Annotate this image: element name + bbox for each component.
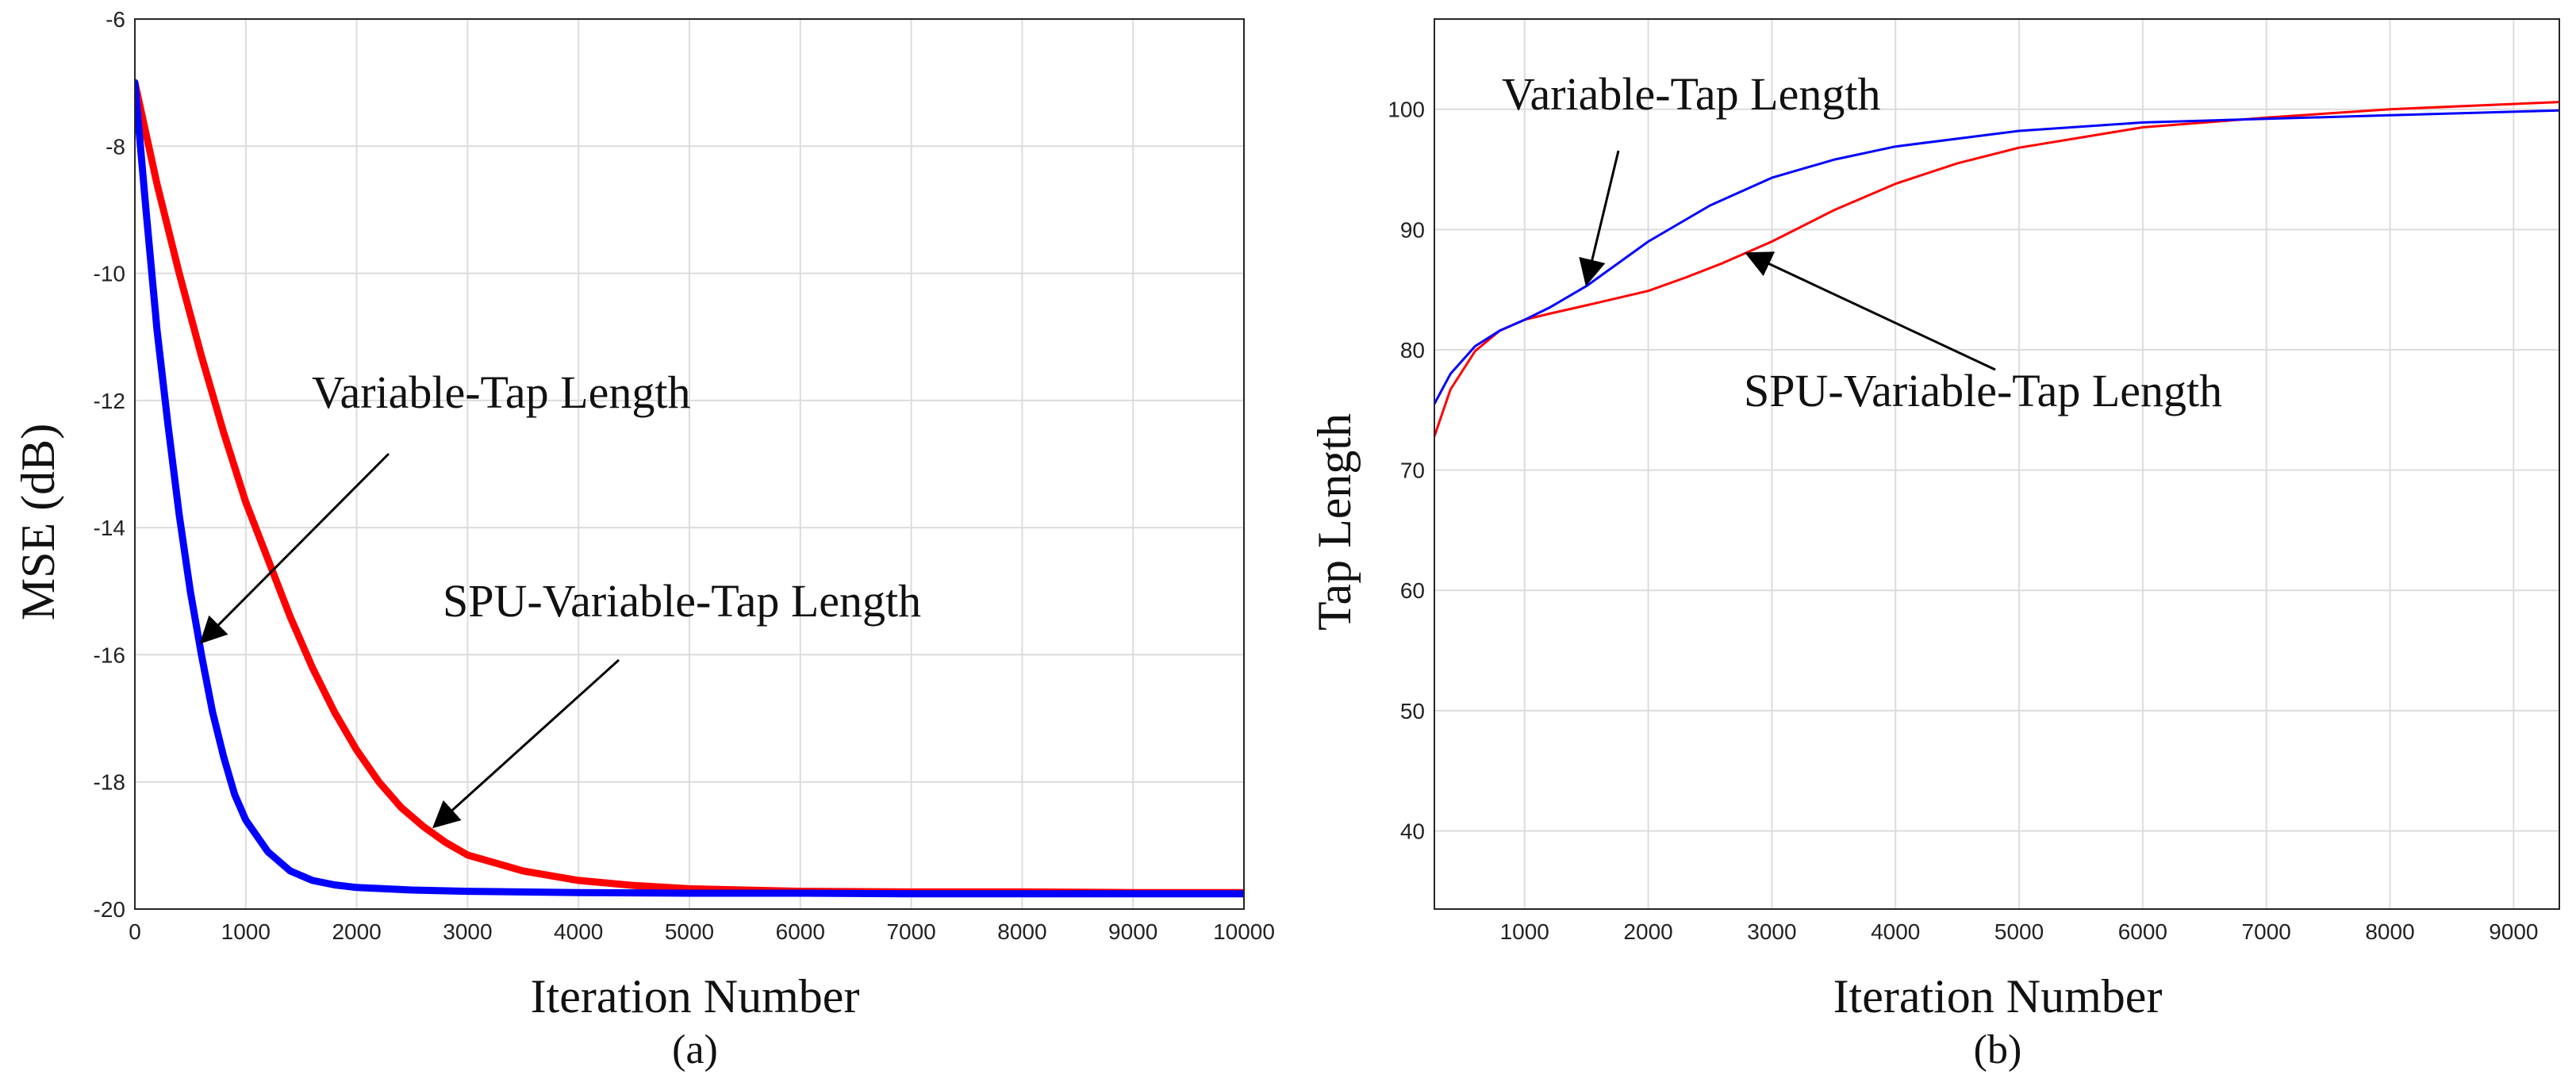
y-tick-label: 100 (1388, 98, 1425, 122)
plot-frame-b (1434, 18, 2560, 910)
y-tick-label: -20 (94, 897, 125, 922)
y-tick-label: 50 (1400, 699, 1425, 723)
x-tick-label: 6000 (2118, 919, 2167, 944)
y-tick-label: -14 (94, 516, 125, 540)
x-tick-label: 9000 (2489, 919, 2538, 944)
x-tick-label: 5000 (665, 919, 714, 944)
y-tick-label: -18 (94, 770, 125, 795)
panel-label-b: (b) (1974, 1027, 2022, 1072)
tick-labels-b: 1000 2000 3000 4000 5000 6000 7000 8000 9000 40 50… (1388, 98, 2538, 944)
annotation-arrow (1745, 251, 1996, 371)
chart-panel-b: 1000 2000 3000 4000 5000 6000 7000 8000 9000 40 50… (1308, 18, 2560, 1072)
y-tick-label: 60 (1400, 578, 1425, 603)
x-tick-label: 4000 (1871, 919, 1920, 944)
x-tick-label: 1000 (1500, 919, 1549, 944)
y-tick-label: 80 (1400, 338, 1425, 363)
annotation-label: Variable-Tap Length (1502, 68, 1880, 120)
y-tick-label: -10 (94, 262, 125, 286)
x-tick-label: 5000 (1994, 919, 2044, 944)
annotation-label: SPU-Variable-Tap Length (443, 575, 921, 627)
x-tick-label: 2000 (332, 919, 381, 944)
x-tick-label: 3000 (1747, 919, 1796, 944)
y-tick-label: 90 (1400, 217, 1425, 242)
x-axis-label-b: Iteration Number (1833, 970, 2163, 1023)
x-axis-label-a: Iteration Number (531, 970, 860, 1023)
annotation-label: SPU-Variable-Tap Length (1744, 365, 2222, 416)
x-tick-label: 8000 (997, 919, 1046, 944)
series-layer-b (1434, 101, 2559, 438)
x-tick-label: 3000 (443, 919, 492, 944)
panel-label-a: (a) (672, 1027, 718, 1072)
x-tick-label: 10000 (1213, 919, 1275, 944)
gridlines-b (1434, 19, 2559, 909)
annotations-a: Variable-Tap Length SPU-Variable-Tap Leng… (199, 366, 921, 829)
plot-frame-a (134, 18, 1245, 910)
y-tick-label: 40 (1400, 819, 1425, 843)
chart-panel-a: 0 1000 2000 3000 4000 5000 6000 7000 8000 9000 100… (12, 7, 1275, 1072)
y-tick-label: -16 (94, 643, 125, 667)
annotation-arrow (432, 658, 620, 829)
y-tick-label: 70 (1400, 459, 1425, 483)
y-axis-label-a: MSE (dB) (12, 424, 64, 620)
series-line-variable-tap-length (135, 79, 1244, 898)
x-tick-label: 6000 (776, 919, 825, 944)
x-tick-label: 2000 (1623, 919, 1672, 944)
annotation-arrow (199, 452, 390, 644)
annotation-arrow (1579, 150, 1620, 286)
y-axis-label-b: Tap Length (1308, 413, 1361, 631)
annotations-b: Variable-Tap Length SPU-Variable-Tap Leng… (1502, 68, 2222, 416)
plot-area-b (1434, 19, 2559, 909)
x-tick-label: 7000 (886, 919, 935, 944)
annotation-label: Variable-Tap Length (312, 366, 690, 418)
x-tick-label: 7000 (2242, 919, 2291, 944)
series-line-variable-tap-length (1434, 109, 2559, 405)
x-tick-label: 0 (129, 919, 141, 944)
x-tick-label: 9000 (1108, 919, 1157, 944)
x-tick-label: 4000 (554, 919, 603, 944)
series-layer-a (135, 79, 1244, 898)
y-tick-label: -8 (106, 134, 125, 159)
y-tick-label: -6 (106, 7, 125, 32)
x-tick-label: 1000 (221, 919, 271, 944)
x-tick-label: 8000 (2365, 919, 2414, 944)
y-tick-label: -12 (94, 389, 125, 413)
tick-labels-a: 0 1000 2000 3000 4000 5000 6000 7000 8000 9000 100… (94, 7, 1275, 944)
